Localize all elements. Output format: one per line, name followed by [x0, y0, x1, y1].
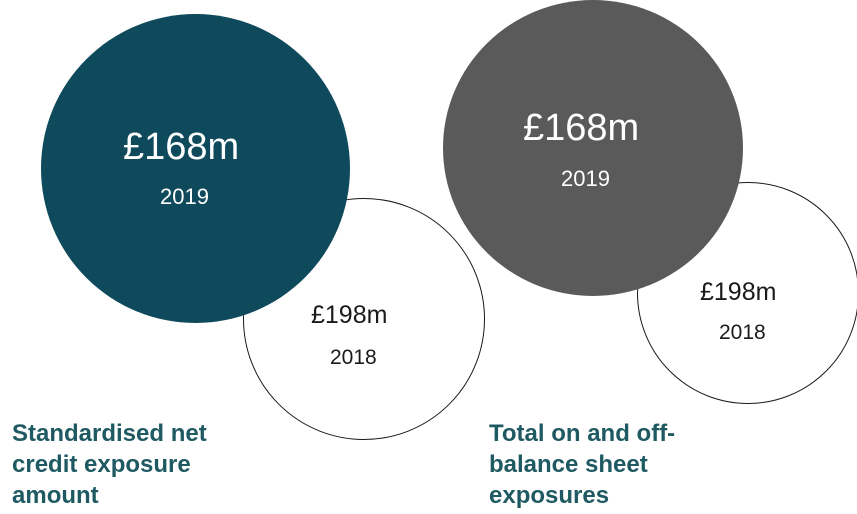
circle-2019-standardised [41, 14, 350, 323]
year-2018-on-off-balance: 2018 [719, 321, 766, 344]
value-2019-on-off-balance: £168m [523, 107, 640, 149]
caption-standardised-net-credit-exposure: Standardised net credit exposure amount [12, 420, 207, 509]
circle-2019-on-off-balance [443, 0, 743, 296]
year-2019-standardised: 2019 [160, 184, 209, 209]
caption-total-on-off-balance-sheet: Total on and off-balance sheet exposures [489, 420, 676, 509]
year-2018-standardised: 2018 [330, 346, 377, 369]
value-2019-standardised: £168m [123, 126, 240, 168]
value-2018-on-off-balance: £198m [700, 278, 777, 306]
value-2018-standardised: £198m [311, 301, 388, 329]
year-2019-on-off-balance: 2019 [561, 166, 610, 191]
